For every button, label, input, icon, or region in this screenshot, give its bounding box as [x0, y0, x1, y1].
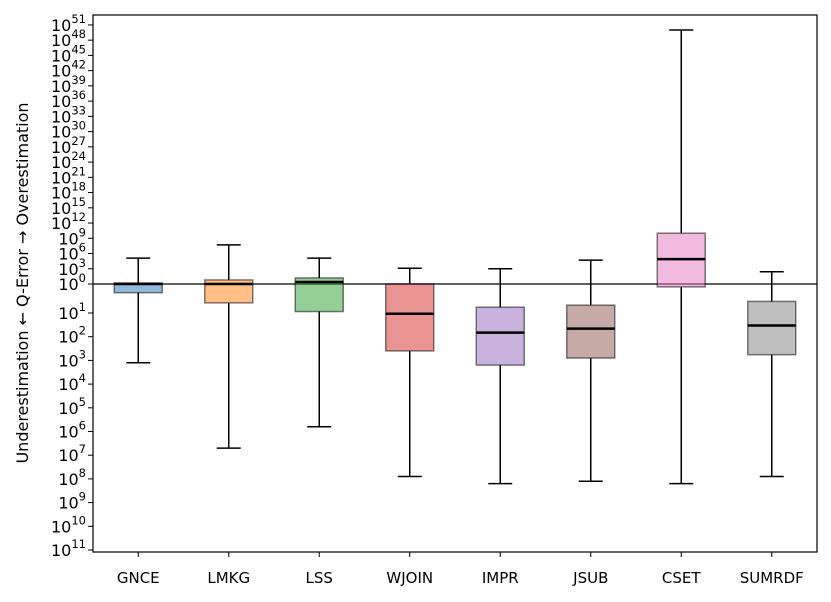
- y-tick-label: 1036: [51, 88, 86, 111]
- box-sumrdf: [747, 271, 797, 478]
- box-iqr: [385, 283, 435, 352]
- y-tick-label: 103: [58, 347, 86, 370]
- y-tick-label: 1042: [51, 58, 86, 81]
- x-tick-label: SUMRDF: [740, 569, 804, 587]
- y-tick-label: 1018: [51, 180, 86, 203]
- y-tick-label: 1011: [51, 537, 86, 560]
- y-tick-label: 1027: [51, 134, 86, 157]
- box-iqr: [566, 304, 616, 359]
- box-impr: [475, 268, 525, 485]
- y-tick-label: 1051: [51, 12, 86, 35]
- y-tick-label: 109: [58, 225, 86, 248]
- y-axis-label: Underestimation ← Q-Error → Overestimati…: [13, 102, 32, 463]
- y-tick-label: 1039: [51, 73, 86, 96]
- x-tick-label: JSUB: [572, 569, 608, 587]
- x-tick-label: CSET: [662, 569, 701, 587]
- y-tick-label: 103: [58, 256, 86, 279]
- box-gnce: [113, 257, 163, 364]
- x-tick-label: LSS: [306, 569, 333, 587]
- box-iqr: [747, 300, 797, 356]
- y-tick-label: 108: [58, 466, 86, 489]
- y-tick-label: 106: [58, 241, 86, 264]
- y-tick-label: 1033: [51, 103, 86, 126]
- box-iqr: [475, 306, 525, 366]
- y-tick-label: 104: [58, 371, 86, 394]
- x-tick-label: WJOIN: [386, 569, 433, 587]
- y-tick-label: 102: [58, 324, 86, 347]
- y-tick-label: 1030: [51, 119, 86, 142]
- y-tick-label: 1024: [51, 149, 86, 172]
- box-cset: [656, 29, 706, 485]
- x-tick-label: LMKG: [207, 569, 250, 587]
- y-tick-label: 100: [58, 271, 86, 294]
- y-tick-label: 1015: [51, 195, 86, 218]
- y-tick-label: 1021: [51, 164, 86, 187]
- x-tick-label: IMPR: [482, 569, 519, 587]
- y-tick-label: 1012: [51, 210, 86, 233]
- y-tick-label: 105: [58, 395, 86, 418]
- y-tick-label: 101: [58, 300, 86, 323]
- x-tick-label: GNCE: [117, 569, 160, 587]
- box-jsub: [566, 259, 616, 483]
- y-tick-label: 1010: [51, 513, 86, 536]
- box-lmkg: [204, 244, 254, 449]
- box-iqr: [204, 279, 254, 304]
- box-lss: [294, 257, 344, 428]
- y-tick-label: 107: [58, 442, 86, 465]
- y-tick-label: 109: [58, 490, 86, 513]
- y-tick-label: 1048: [51, 27, 86, 50]
- y-tick-label: 106: [58, 419, 86, 442]
- box-wjoin: [385, 267, 435, 478]
- y-tick-label: 1045: [51, 42, 86, 65]
- box-iqr: [294, 277, 344, 313]
